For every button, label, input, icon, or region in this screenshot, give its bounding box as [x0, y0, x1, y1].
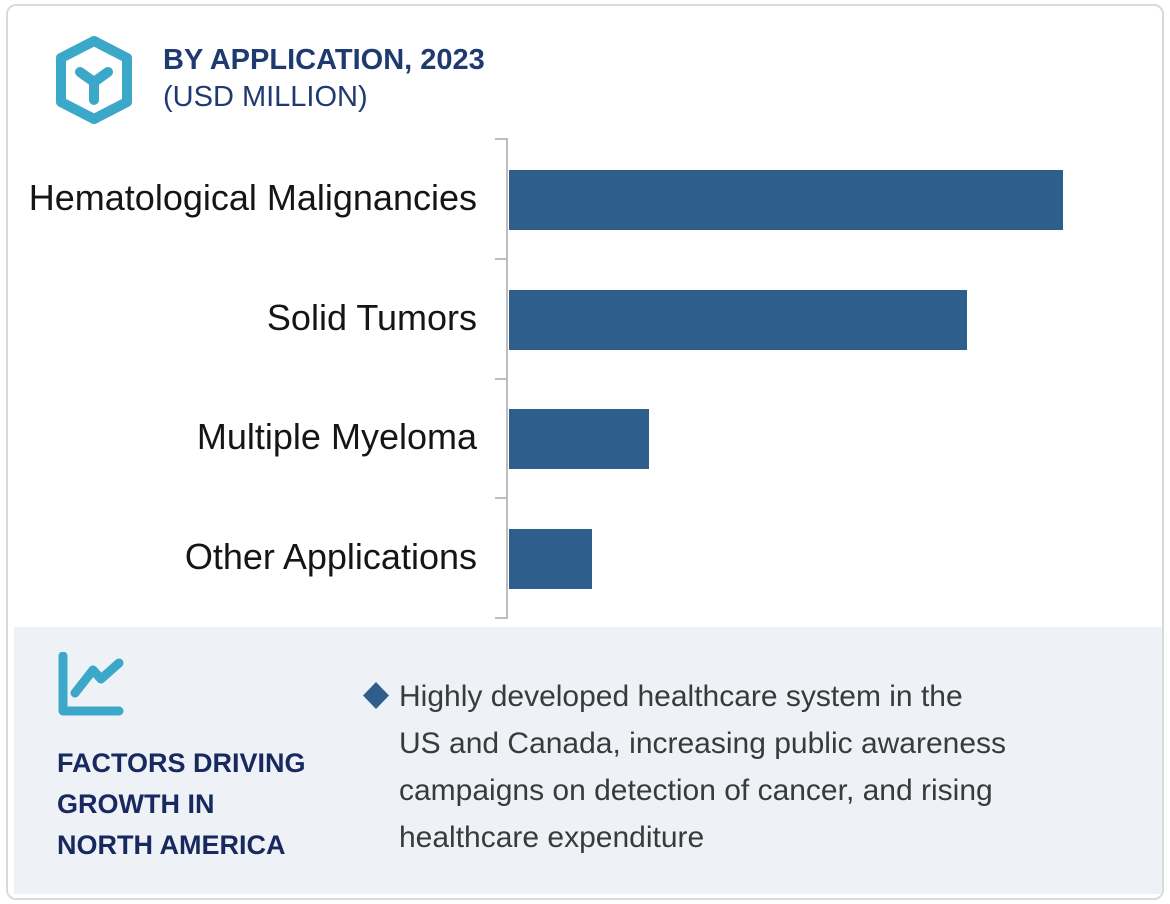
- diamond-bullet-icon: [363, 682, 389, 709]
- category-label: Hematological Malignancies: [28, 176, 477, 218]
- category-label: Solid Tumors: [266, 296, 477, 338]
- text-line: Highly developed healthcare system in th…: [399, 680, 963, 713]
- axis-tick: [495, 497, 507, 499]
- chart-row: Hematological Malignancies: [8, 138, 1162, 258]
- bar: [509, 409, 649, 470]
- bar: [509, 289, 967, 350]
- category-label: Other Applications: [184, 536, 477, 578]
- text-line: US and Canada, increasing public awarene…: [399, 727, 1007, 760]
- bar-chart: Hematological Malignancies Solid Tumors Mu…: [8, 6, 1162, 623]
- chart-row: Solid Tumors: [8, 258, 1162, 378]
- text-line: campaigns on detection of cancer, and ri…: [399, 774, 993, 807]
- bar: [509, 529, 592, 590]
- text-line: GROWTH IN: [57, 789, 215, 819]
- factors-panel: FACTORS DRIVING GROWTH IN NORTH AMERICA Hi…: [14, 627, 1162, 894]
- text-line: NORTH AMERICA: [57, 830, 286, 860]
- chart-header: BY APPLICATION, 2023 (USD MILLION): [163, 42, 485, 116]
- chart-title: BY APPLICATION, 2023: [163, 44, 485, 76]
- chart-subtitle: (USD MILLION): [163, 81, 368, 113]
- factors-bullet-text: Highly developed healthcare system in th…: [399, 673, 1139, 861]
- line-chart-icon: [58, 652, 124, 716]
- text-line: FACTORS DRIVING: [57, 748, 306, 778]
- category-label: Multiple Myeloma: [196, 416, 477, 458]
- axis-tick: [495, 378, 507, 380]
- chart-row: Other Applications: [8, 497, 1162, 617]
- chart-row: Multiple Myeloma: [8, 378, 1162, 498]
- factors-heading: FACTORS DRIVING GROWTH IN NORTH AMERICA: [57, 743, 306, 866]
- hexagon-cube-icon: [56, 36, 132, 124]
- infographic-card: BY APPLICATION, 2023 (USD MILLION) Hemat…: [6, 4, 1164, 900]
- category-axis-line: [506, 138, 508, 619]
- axis-tick: [495, 258, 507, 260]
- bar: [509, 169, 1063, 230]
- axis-tick: [495, 617, 507, 619]
- axis-tick: [495, 138, 507, 140]
- text-line: healthcare expenditure: [399, 821, 705, 854]
